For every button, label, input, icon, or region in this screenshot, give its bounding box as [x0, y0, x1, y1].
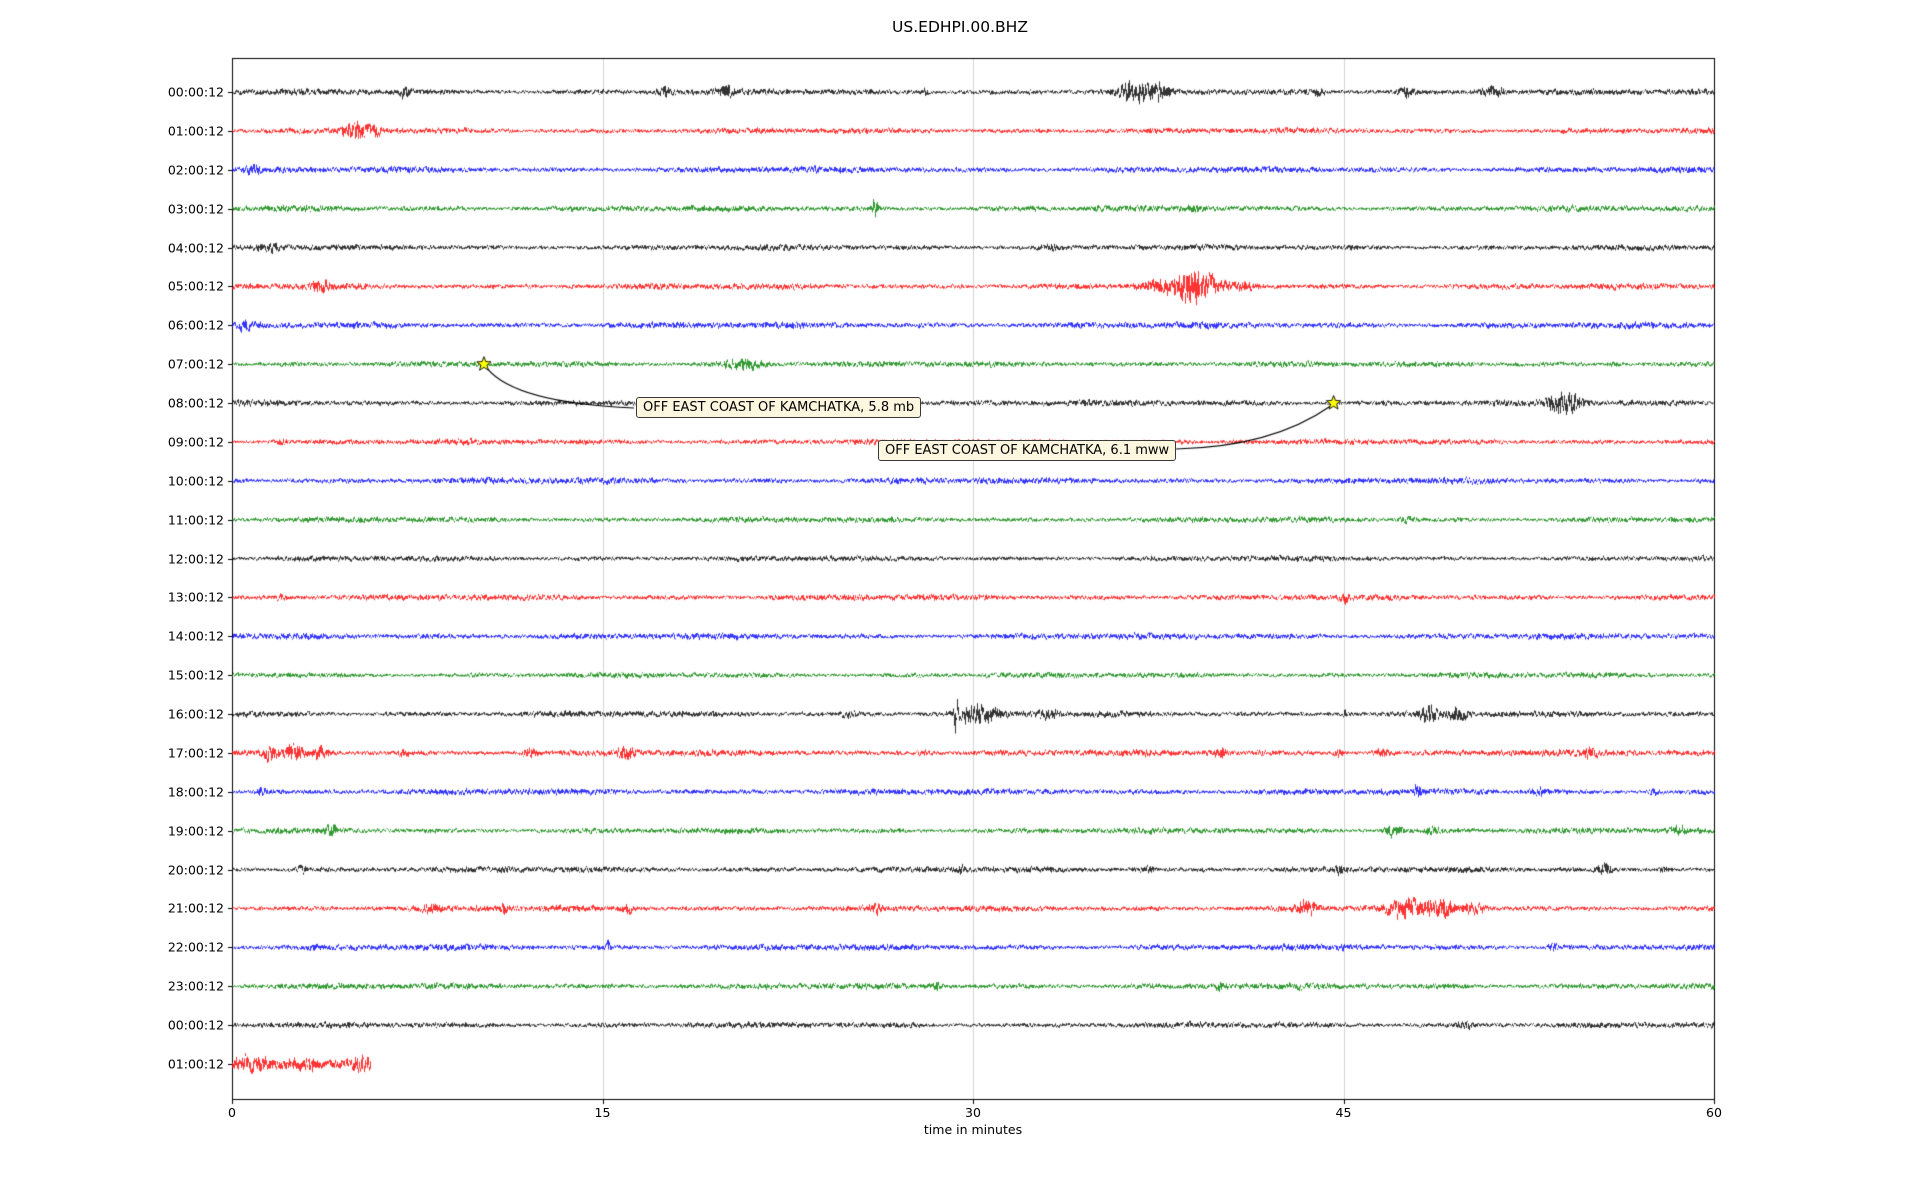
trace-time-label: 00:00:12 — [167, 84, 224, 100]
trace-time-label: 16:00:12 — [167, 706, 224, 722]
trace-time-label: 05:00:12 — [167, 278, 224, 294]
x-tick-label: 0 — [228, 1105, 236, 1120]
trace-time-label: 01:00:12 — [167, 123, 224, 139]
trace-time-label: 11:00:12 — [167, 512, 224, 528]
trace-time-label: 10:00:12 — [167, 473, 224, 489]
trace-time-label: 04:00:12 — [167, 240, 224, 256]
x-tick-label: 30 — [965, 1105, 981, 1120]
trace-time-label: 18:00:12 — [167, 784, 224, 800]
trace-time-label: 21:00:12 — [167, 900, 224, 916]
trace-time-label: 13:00:12 — [167, 589, 224, 605]
x-axis-label: time in minutes — [923, 1122, 1023, 1137]
annotation-kamchatka-6-1-mww: OFF EAST COAST OF KAMCHATKA, 6.1 mww — [878, 440, 1177, 461]
trace-time-label: 12:00:12 — [167, 551, 224, 567]
trace-time-label: 17:00:12 — [167, 745, 224, 761]
trace-time-label: 22:00:12 — [167, 939, 224, 955]
x-tick-label: 45 — [1335, 1105, 1352, 1120]
trace-time-label: 19:00:12 — [167, 823, 224, 839]
trace-time-label: 09:00:12 — [167, 434, 224, 450]
trace-time-label: 23:00:12 — [167, 978, 224, 994]
x-tick-label: 15 — [594, 1105, 611, 1120]
x-tick-label: 60 — [1706, 1105, 1722, 1120]
trace-time-label: 03:00:12 — [167, 201, 224, 217]
chart-title: US.EDHPI.00.BHZ — [892, 18, 1028, 36]
trace-time-label: 02:00:12 — [167, 162, 224, 178]
trace-time-label: 20:00:12 — [167, 862, 224, 878]
trace-time-label: 00:00:12 — [167, 1017, 224, 1033]
trace-time-label: 14:00:12 — [167, 628, 224, 644]
trace-time-label: 07:00:12 — [167, 356, 224, 372]
annotation-kamchatka-5-8-mb: OFF EAST COAST OF KAMCHATKA, 5.8 mb — [636, 397, 922, 418]
trace-time-label: 15:00:12 — [167, 667, 224, 683]
trace-time-label: 06:00:12 — [167, 317, 224, 333]
trace-time-label: 01:00:12 — [167, 1056, 224, 1072]
trace-time-label: 08:00:12 — [167, 395, 224, 411]
